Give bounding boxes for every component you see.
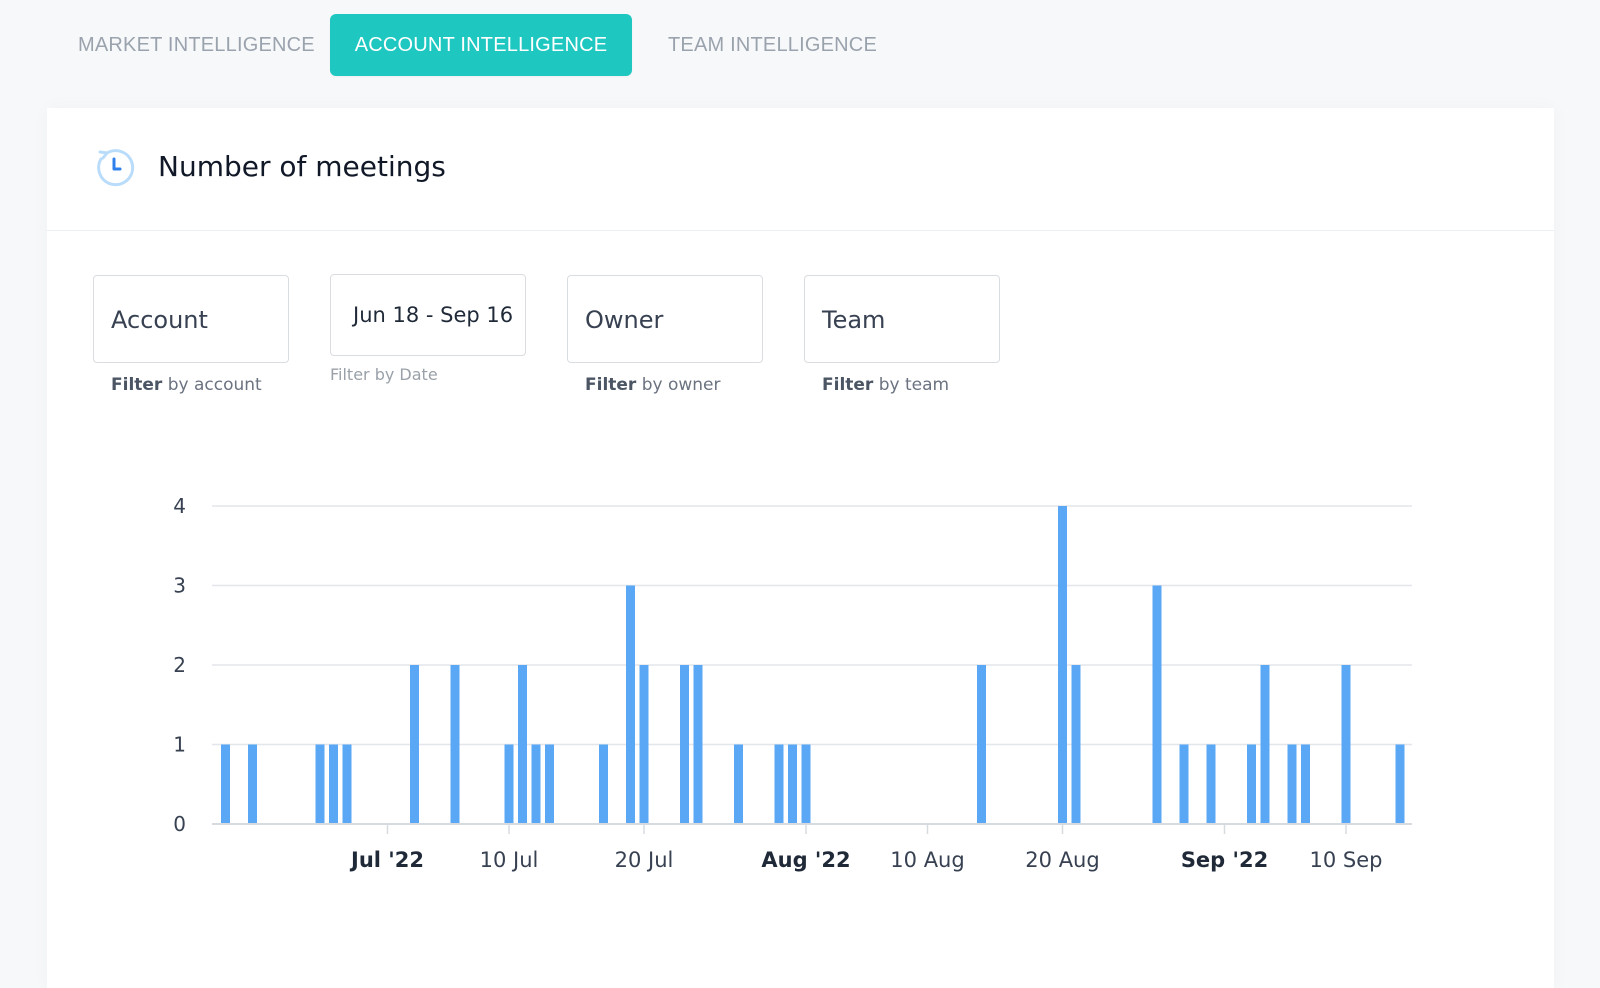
bar[interactable]: [450, 665, 460, 824]
account-filter-hint: Filter by account: [111, 375, 262, 395]
card-header: Number of meetings: [47, 108, 1554, 231]
bar[interactable]: [639, 665, 649, 824]
bar[interactable]: [504, 744, 514, 825]
history-clock-icon: [94, 146, 136, 188]
hint-bold: Filter: [822, 375, 874, 395]
date-range-input[interactable]: Jun 18 - Sep 16: [330, 274, 526, 356]
bar[interactable]: [626, 585, 635, 825]
bar[interactable]: [329, 744, 338, 825]
tab-account-intelligence[interactable]: ACCOUNT INTELLIGENCE: [330, 14, 632, 76]
owner-filter-hint: Filter by owner: [585, 375, 721, 395]
bar[interactable]: [1206, 744, 1216, 825]
tab-market-intelligence[interactable]: MARKET INTELLIGENCE: [78, 34, 315, 56]
account-select[interactable]: Account: [93, 275, 289, 363]
hint-text: by team: [873, 375, 950, 395]
bar[interactable]: [248, 744, 257, 825]
bar[interactable]: [680, 665, 689, 824]
bar[interactable]: [1287, 744, 1297, 825]
y-tick-label: 1: [173, 733, 186, 757]
y-tick-label: 3: [173, 574, 186, 598]
bar[interactable]: [977, 665, 986, 824]
bar[interactable]: [342, 744, 352, 825]
y-tick-label: 4: [173, 494, 186, 518]
x-tick-label: 10 Sep: [1310, 848, 1383, 872]
bar[interactable]: [774, 744, 784, 825]
x-tick-label: Sep '22: [1181, 848, 1268, 872]
bar[interactable]: [1395, 744, 1405, 825]
card-title: Number of meetings: [158, 150, 446, 183]
bar[interactable]: [788, 744, 797, 825]
tab-team-intelligence[interactable]: TEAM INTELLIGENCE: [668, 34, 877, 56]
bar[interactable]: [531, 744, 541, 825]
bar[interactable]: [801, 744, 811, 825]
bar[interactable]: [1179, 744, 1189, 825]
y-tick-label: 2: [173, 653, 186, 677]
hint-text: by owner: [636, 375, 721, 395]
x-tick-label: 10 Jul: [480, 848, 539, 872]
bar[interactable]: [1341, 665, 1351, 824]
owner-select[interactable]: Owner: [567, 275, 763, 363]
bar[interactable]: [1247, 744, 1256, 825]
bar[interactable]: [518, 665, 527, 824]
team-filter-hint: Filter by team: [822, 375, 949, 395]
bar[interactable]: [315, 744, 325, 825]
hint-bold: Filter: [585, 375, 637, 395]
x-tick-label: Jul '22: [349, 848, 424, 872]
date-filter-hint: Filter by Date: [330, 365, 438, 384]
bar[interactable]: [1301, 744, 1310, 825]
bar[interactable]: [693, 665, 703, 824]
bar[interactable]: [410, 665, 419, 824]
bar[interactable]: [221, 744, 230, 825]
team-select[interactable]: Team: [804, 275, 1000, 363]
hint-text: by account: [162, 375, 262, 395]
x-tick-label: 10 Aug: [890, 848, 964, 872]
meetings-bar-chart: 0 1 2 3 4 Jul '22 10 Jul 20 Jul Aug '22 10 Aug 20 …: [173, 494, 1412, 872]
bar[interactable]: [1260, 665, 1270, 824]
bar[interactable]: [1152, 585, 1162, 825]
x-tick-label: 20 Jul: [615, 848, 674, 872]
bar[interactable]: [545, 744, 554, 825]
x-tick-label: Aug '22: [761, 848, 850, 872]
bar[interactable]: [599, 744, 608, 825]
bar[interactable]: [1071, 665, 1081, 824]
meetings-card: Number of meetings Account Filter by acc…: [47, 108, 1554, 988]
hint-bold: Filter: [111, 375, 163, 395]
x-tick-label: 20 Aug: [1025, 848, 1099, 872]
bar[interactable]: [734, 744, 743, 825]
tab-bar: MARKET INTELLIGENCE ACCOUNT INTELLIGENCE…: [0, 0, 1600, 96]
y-tick-label: 0: [173, 812, 186, 836]
bar[interactable]: [1058, 506, 1067, 824]
